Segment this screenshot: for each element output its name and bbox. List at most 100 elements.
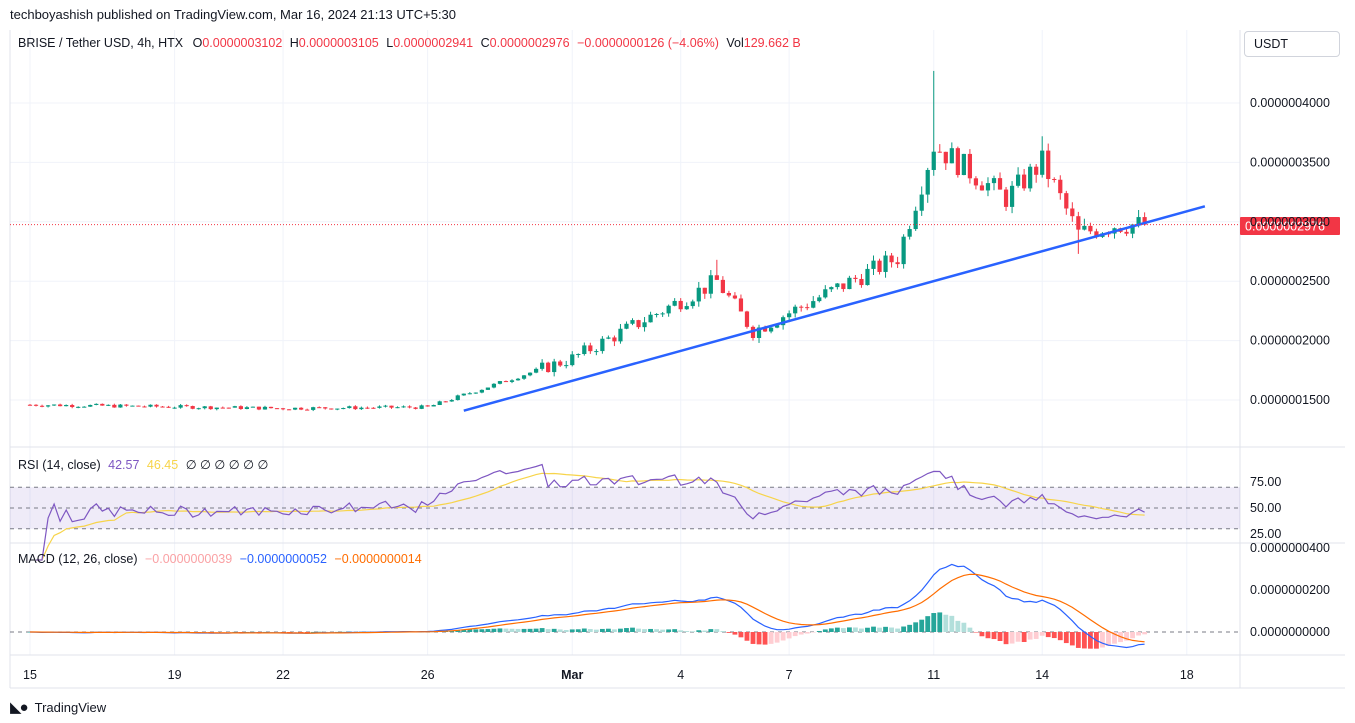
candle-body: [112, 404, 117, 408]
candle-body: [901, 236, 906, 265]
macd-histogram-bar: [292, 632, 298, 633]
candle-body: [220, 407, 225, 409]
rsi-value: 42.57: [108, 458, 140, 472]
macd-histogram-bar: [666, 629, 672, 632]
candle-body: [329, 408, 334, 410]
macd-histogram-bar: [1021, 632, 1027, 643]
rsi-tick-label: 50.00: [1250, 501, 1281, 515]
candle-body: [1022, 174, 1027, 189]
macd-histogram-bar: [593, 629, 599, 632]
candle-body: [642, 322, 647, 328]
candle-body: [485, 387, 491, 390]
macd-histogram-bar: [636, 628, 641, 632]
price-tick-label: 0.0000001500: [1250, 393, 1330, 407]
candle-body: [865, 268, 870, 286]
candle-body: [226, 407, 231, 409]
candle-body: [672, 300, 677, 306]
candle-body: [853, 277, 858, 279]
macd-histogram-bar: [479, 629, 485, 632]
candle-body: [196, 408, 201, 410]
macd-histogram-bar: [280, 632, 286, 633]
candle-body: [714, 275, 719, 280]
time-tick-label: 11: [927, 668, 940, 682]
candle-body: [558, 361, 563, 366]
rsi-tick-label: 75.00: [1250, 475, 1281, 489]
time-tick-label: 18: [1180, 668, 1194, 682]
macd-histogram-bar: [491, 628, 497, 632]
macd-histogram-bar: [720, 631, 726, 632]
candle-body: [166, 406, 171, 408]
candle-body: [1015, 174, 1021, 186]
macd-histogram-bar: [690, 631, 696, 632]
candle-body: [612, 337, 617, 342]
candle-body: [154, 404, 159, 407]
candle-body: [793, 306, 798, 314]
candle-body: [600, 338, 605, 352]
macd-histogram-bar: [1027, 632, 1033, 640]
candle-body: [702, 287, 707, 294]
candle-body: [39, 405, 45, 407]
macd-histogram-bar: [871, 626, 876, 632]
candle-body: [106, 404, 111, 406]
candle-body: [877, 260, 882, 272]
candle-body: [58, 404, 63, 407]
macd-histogram-bar: [539, 628, 545, 632]
candle-body: [973, 178, 979, 186]
macd-tick-label: 0.0000000000: [1250, 625, 1330, 639]
macd-line: [29, 563, 1145, 649]
candle-body: [913, 210, 918, 230]
macd-histogram-bar: [877, 627, 882, 632]
macd-histogram-bar: [774, 632, 780, 643]
open-value: 0.0000003102: [202, 36, 283, 50]
candle-body: [51, 404, 57, 406]
candle-body: [744, 311, 750, 327]
candle-body: [82, 406, 87, 408]
candle-body: [859, 278, 864, 286]
time-tick-label: 22: [276, 668, 290, 682]
macd-histogram-bar: [569, 629, 575, 632]
candle-body: [684, 306, 689, 310]
macd-histogram-bar: [883, 626, 888, 632]
candle-body: [94, 403, 99, 405]
macd-histogram-bar: [1009, 632, 1015, 644]
candle-body: [286, 409, 292, 411]
candle-body: [353, 406, 358, 410]
macd-label: MACD (12, 26, close): [18, 552, 138, 566]
candle-body: [347, 406, 352, 409]
candle-body: [606, 337, 611, 339]
macd-histogram-bar: [642, 629, 647, 632]
candle-body: [750, 326, 756, 338]
macd-histogram-bar: [810, 632, 816, 633]
candle-body: [413, 407, 418, 409]
macd-histogram-bar: [840, 628, 846, 632]
macd-histogram-bar: [1033, 632, 1039, 639]
rsi-label: RSI (14, close): [18, 458, 101, 472]
macd-histogram-bar: [1045, 632, 1051, 638]
candle-body: [467, 393, 472, 395]
time-tick-label: 14: [1035, 668, 1049, 682]
candle-body: [377, 406, 382, 408]
candle-body: [847, 277, 852, 290]
macd-histogram-bar: [955, 620, 961, 632]
macd-histogram-bar: [1075, 632, 1081, 648]
macd-histogram-bar: [274, 631, 280, 633]
candle-body: [985, 183, 991, 191]
candle-body: [323, 407, 328, 409]
candle-body: [582, 345, 587, 355]
candle-body: [588, 345, 593, 352]
currency-unit-selector[interactable]: USDT: [1244, 31, 1340, 57]
macd-histogram-bar: [768, 632, 774, 644]
grid-lines: [10, 30, 1240, 655]
macd-histogram-bar: [925, 616, 931, 632]
candle-body: [937, 151, 942, 153]
candle-body: [395, 407, 400, 409]
macd-histogram-bar: [985, 632, 991, 639]
price-tick-label: 0.0000002000: [1250, 334, 1330, 348]
time-tick-label: 26: [421, 668, 435, 682]
candle-body: [449, 400, 454, 402]
candle-body: [178, 405, 183, 408]
candle-body: [497, 381, 503, 384]
macd-histogram-bar: [340, 631, 346, 633]
macd-histogram-bar: [575, 629, 581, 632]
